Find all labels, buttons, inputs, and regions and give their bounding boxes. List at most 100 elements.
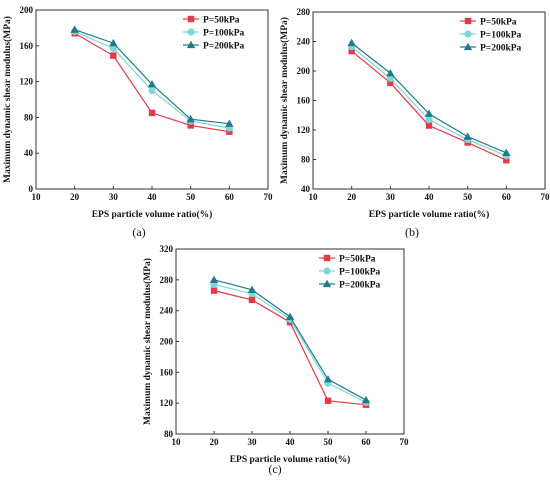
data-point: [463, 132, 472, 140]
y-tick-label: 120: [160, 398, 174, 408]
legend-label: P=200kPa: [339, 281, 381, 291]
x-tick-label: 50: [324, 437, 334, 447]
y-tick-label: 160: [297, 96, 311, 106]
data-point: [386, 69, 395, 77]
x-tick-label: 30: [248, 437, 258, 447]
legend-marker: [186, 40, 196, 49]
y-tick-label: 0: [29, 184, 34, 194]
x-axis-label: EPS particle volume ratio(%): [369, 209, 490, 220]
chart-panel-1: 10 20 30 40 50 60 70 40 80 120 160 200 240 280 EPS par…: [279, 7, 550, 239]
y-tick-label: 40: [301, 184, 311, 194]
y-tick-label: 80: [164, 429, 174, 439]
x-axis-label: EPS particle volume ratio(%): [92, 209, 213, 220]
y-tick-label: 80: [24, 112, 34, 122]
data-point: [386, 74, 394, 82]
data-point: [109, 44, 117, 53]
x-tick-label: 10: [32, 192, 42, 202]
x-tick-label: 10: [309, 192, 319, 202]
panel-caption: (b): [405, 225, 419, 239]
data-point: [110, 52, 117, 59]
legend-marker: [323, 267, 331, 275]
data-point: [502, 148, 511, 157]
data-point: [425, 116, 433, 124]
legend-marker: [322, 279, 332, 288]
series-line: [351, 42, 507, 154]
legend-entry: P=100kPa: [319, 267, 381, 278]
data-point: [70, 25, 79, 33]
x-tick-label: 60: [502, 192, 512, 202]
x-tick-label: 50: [463, 192, 473, 202]
legend-label: P=200kPa: [480, 44, 522, 54]
series-P=200kPa: [347, 38, 511, 157]
y-tick-label: 80: [301, 155, 311, 165]
legend-label: P=50kPa: [480, 18, 517, 28]
y-tick-label: 200: [297, 66, 311, 76]
data-point: [348, 47, 355, 55]
legend-entry: P=200kPa: [460, 42, 522, 54]
x-tick-label: 20: [210, 437, 220, 447]
data-point: [324, 397, 332, 405]
y-tick-label: 200: [160, 337, 174, 347]
y-axis-label: Maximum dynamic shear modulus(MPa): [142, 258, 153, 425]
x-tick-label: 40: [286, 437, 296, 447]
data-point: [247, 285, 257, 294]
y-tick-label: 240: [160, 306, 174, 316]
legend-label: P=50kPa: [339, 255, 376, 265]
series-line: [351, 50, 507, 161]
data-point: [109, 38, 118, 47]
x-tick-label: 30: [386, 192, 396, 202]
x-tick-label: 20: [347, 192, 357, 202]
legend-label: P=100kPa: [480, 31, 522, 41]
series-line: [213, 283, 367, 403]
data-point: [248, 296, 256, 304]
legend-label: P=200kPa: [203, 42, 245, 52]
series-P=50kPa: [348, 47, 510, 164]
series-P=100kPa: [348, 43, 510, 160]
data-point: [425, 122, 433, 129]
x-tick-label: 70: [264, 192, 274, 202]
data-point: [285, 312, 295, 320]
x-tick-label: 40: [148, 192, 158, 202]
x-axis-label: EPS particle volume ratio(%): [230, 454, 351, 465]
x-tick-label: 60: [225, 192, 235, 202]
data-point: [209, 275, 219, 283]
data-point: [148, 109, 156, 117]
legend-entry: P=100kPa: [460, 30, 522, 41]
data-point: [323, 375, 333, 383]
legend-entry: P=50kPa: [183, 16, 240, 26]
data-point: [361, 395, 371, 404]
x-tick-label: 50: [186, 192, 196, 202]
panel-caption: (c): [268, 462, 281, 476]
series-P=200kPa: [70, 25, 234, 127]
series-P=200kPa: [209, 275, 371, 404]
series-P=100kPa: [210, 280, 370, 406]
legend-label: P=50kPa: [203, 16, 240, 26]
data-point: [225, 119, 234, 127]
y-tick-label: 120: [20, 77, 34, 87]
data-point: [187, 122, 194, 129]
data-point: [148, 86, 156, 95]
legend-marker: [464, 30, 472, 38]
data-point: [387, 79, 394, 86]
legend-marker: [323, 254, 331, 262]
series-line: [213, 279, 367, 401]
chart-panel-2: 10 20 30 40 50 60 70 80 120 160 200 240 280 320 EPS pa…: [142, 244, 409, 476]
data-point: [424, 109, 434, 117]
x-tick-label: 20: [70, 192, 80, 202]
legend-label: P=100kPa: [339, 268, 381, 278]
y-tick-label: 160: [160, 367, 174, 377]
legend-entry: P=100kPa: [183, 28, 245, 39]
x-tick-label: 70: [400, 437, 410, 447]
y-tick-label: 320: [160, 244, 174, 254]
y-tick-label: 160: [20, 41, 34, 51]
chart-panel-0: 10 20 30 40 50 60 70 0 40 80 120 160 200 EPS particle…: [2, 5, 273, 239]
series-line: [351, 46, 507, 157]
y-axis-label: Maximum dynamic shear modulus(MPa): [2, 16, 13, 183]
legend-entry: P=50kPa: [319, 255, 376, 265]
y-axis-label: Maximum dynamic shear modulus(MPa): [279, 17, 290, 184]
legend-entry: P=200kPa: [183, 40, 245, 52]
legend-label: P=100kPa: [203, 29, 245, 39]
data-point: [347, 38, 356, 47]
x-tick-label: 30: [109, 192, 119, 202]
